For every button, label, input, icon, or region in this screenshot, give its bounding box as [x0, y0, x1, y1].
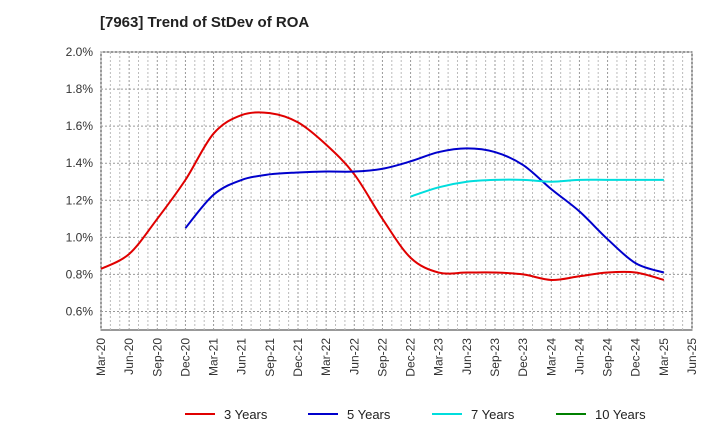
- y-tick-label: 0.6%: [66, 304, 94, 318]
- chart-title: [7963] Trend of StDev of ROA: [100, 14, 310, 31]
- x-tick-label: Sep-22: [375, 338, 389, 377]
- x-tick-label: Jun-23: [460, 338, 474, 375]
- plot-area: [100, 51, 693, 331]
- x-tick-label: Dec-23: [516, 338, 530, 377]
- series-line-5-years: [184, 147, 665, 274]
- y-tick-label: 1.0%: [66, 230, 94, 244]
- series-line-7-years: [410, 178, 664, 198]
- x-tick-label: Sep-20: [150, 338, 164, 377]
- legend-label-3-years: 3 Years: [224, 407, 268, 422]
- series-lines: [100, 111, 665, 281]
- x-tick-label: Mar-22: [319, 338, 333, 376]
- x-tick-label: Sep-23: [488, 338, 502, 377]
- legend-label-10-years: 10 Years: [595, 407, 646, 422]
- plot-frame: [100, 51, 693, 331]
- y-tick-label: 1.2%: [66, 193, 94, 207]
- x-tick-label: Sep-21: [263, 338, 277, 377]
- series-line-3-years: [100, 111, 665, 281]
- legend: 3 Years 5 Years 7 Years 10 Years: [185, 407, 646, 422]
- x-axis-ticks: Mar-20 Jun-20 Sep-20 Dec-20 Mar-21 Jun-21 Sep-…: [94, 338, 699, 377]
- x-tick-label: Dec-24: [629, 338, 643, 377]
- x-tick-label: Dec-22: [404, 338, 418, 377]
- y-tick-label: 2.0%: [66, 45, 94, 59]
- x-tick-label: Mar-24: [544, 338, 558, 376]
- x-tick-label: Mar-25: [657, 338, 671, 376]
- x-tick-label: Mar-23: [432, 338, 446, 376]
- legend-label-5-years: 5 Years: [347, 407, 391, 422]
- y-tick-label: 1.4%: [66, 156, 94, 170]
- x-tick-label: Mar-21: [207, 338, 221, 376]
- legend-label-7-years: 7 Years: [471, 407, 515, 422]
- x-tick-label: Jun-20: [122, 338, 136, 375]
- y-tick-label: 1.8%: [66, 82, 94, 96]
- x-tick-label: Sep-24: [601, 338, 615, 377]
- y-tick-label: 1.6%: [66, 119, 94, 133]
- x-tick-label: Jun-25: [685, 338, 699, 375]
- x-tick-label: Dec-21: [291, 338, 305, 377]
- x-tick-label: Jun-21: [235, 338, 249, 375]
- x-tick-label: Dec-20: [178, 338, 192, 377]
- x-tick-label: Jun-24: [572, 338, 586, 375]
- y-axis-ticks: 2.0% 1.8% 1.6% 1.4% 1.2% 1.0% 0.8% 0.6%: [66, 45, 94, 318]
- x-tick-label: Jun-22: [347, 338, 361, 375]
- y-tick-label: 0.8%: [66, 267, 94, 281]
- x-tick-label: Mar-20: [94, 338, 108, 376]
